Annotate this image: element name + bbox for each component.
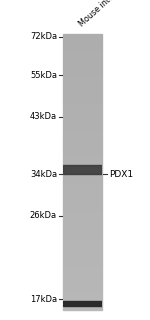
Text: 34kDa: 34kDa <box>30 170 57 179</box>
Bar <box>63 301 102 306</box>
Text: PDX1: PDX1 <box>109 170 133 179</box>
Text: 17kDa: 17kDa <box>30 295 57 304</box>
Text: 72kDa: 72kDa <box>30 32 57 41</box>
Text: 55kDa: 55kDa <box>30 71 57 80</box>
Bar <box>63 165 102 174</box>
Text: Mouse intestine: Mouse intestine <box>77 0 130 28</box>
Text: 43kDa: 43kDa <box>30 112 57 121</box>
Bar <box>63 34 102 310</box>
Text: 26kDa: 26kDa <box>30 212 57 220</box>
